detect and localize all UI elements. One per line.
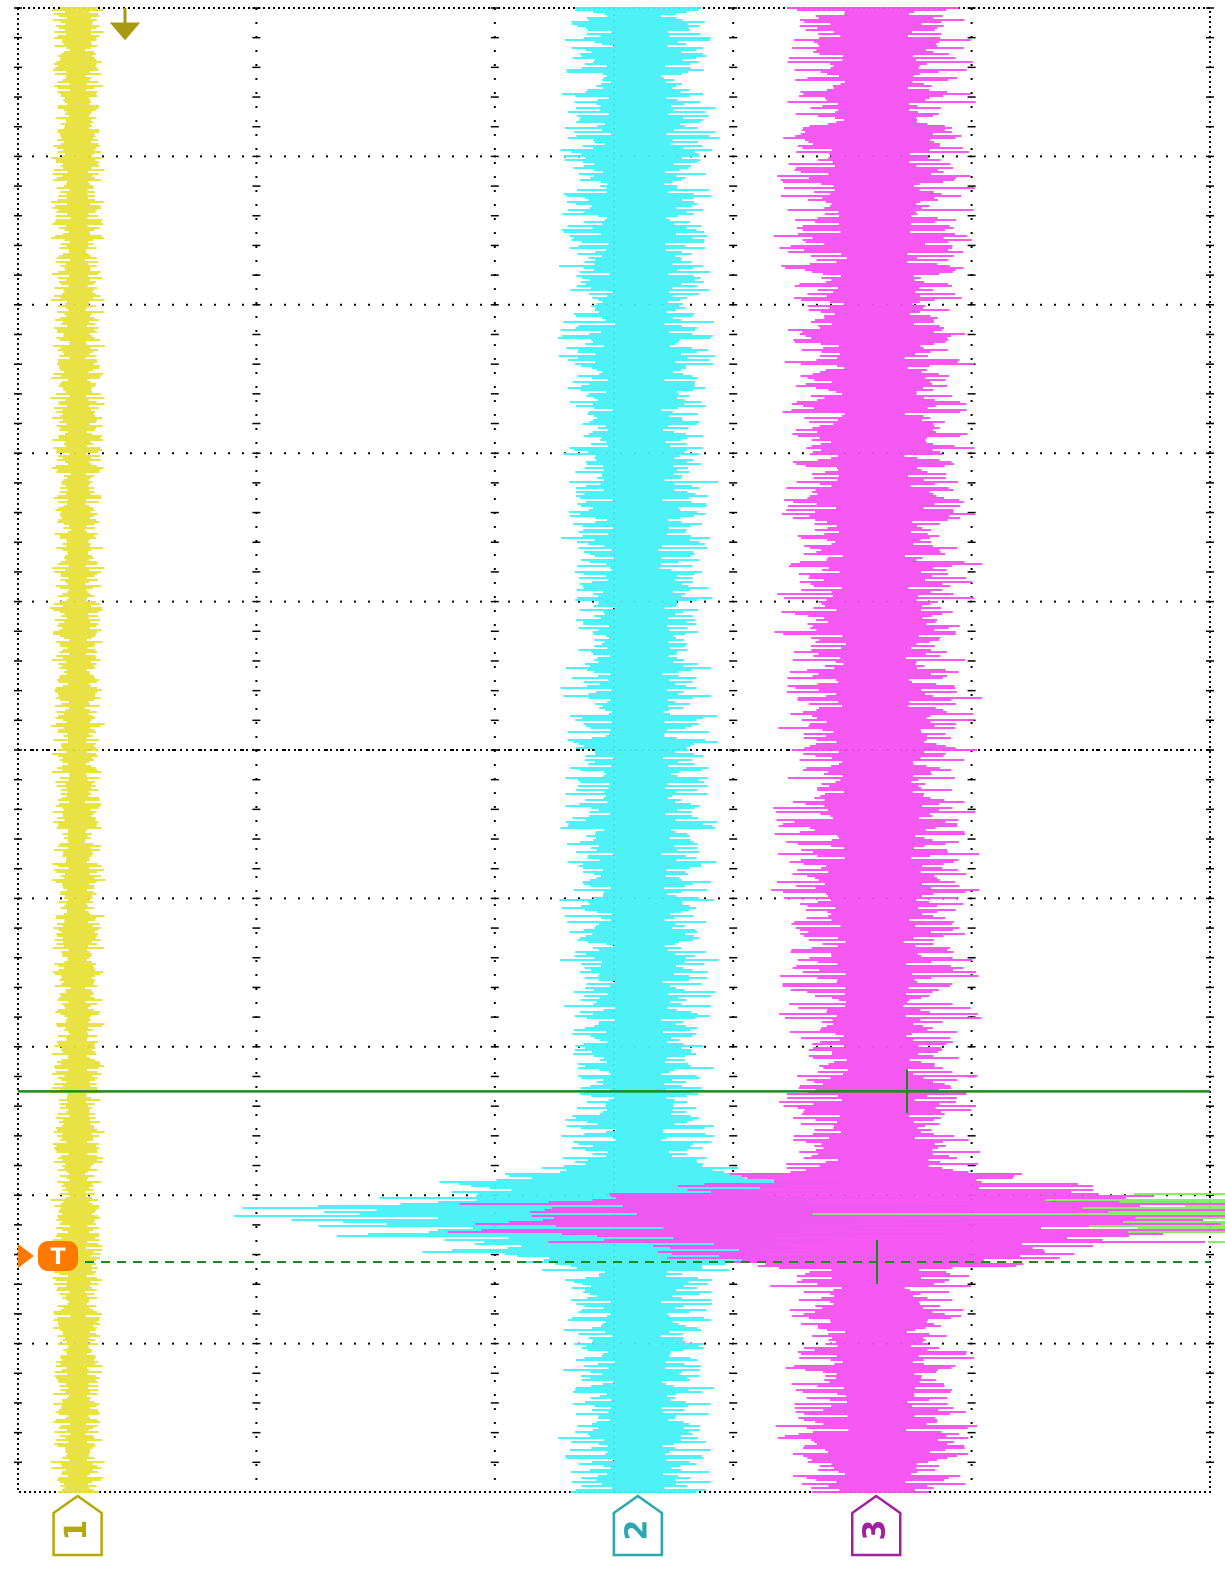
channel-marker-shape	[52, 1494, 103, 1557]
trigger-badge	[38, 1241, 78, 1271]
channel-marker-label: 3	[858, 1520, 893, 1541]
channel-markers: T1234	[18, 8, 902, 1557]
channel-marker-label: 2	[619, 1520, 654, 1541]
trigger-arrow-icon	[18, 1244, 34, 1268]
cursors	[18, 1069, 1210, 1284]
trace-channel-3	[447, 7, 1225, 1493]
channel-marker-shape	[850, 1494, 902, 1557]
trace-noise-1	[49, 7, 106, 1493]
channel-marker-2: 2	[612, 1494, 664, 1557]
trace-noise-2	[234, 7, 1018, 1493]
traces	[49, 7, 1225, 1493]
trace-noise-3	[447, 7, 1225, 1493]
trace-channel-2	[234, 7, 1018, 1493]
trace-channel-1	[49, 7, 106, 1493]
channel-marker-shape	[612, 1494, 664, 1557]
channel-marker-1: 1	[52, 1494, 103, 1557]
channel-marker-label: 1	[59, 1520, 94, 1541]
ground-reference-arrow-icon	[109, 8, 141, 41]
trigger-label: T	[50, 1245, 65, 1270]
channel-marker-3: 3	[850, 1494, 902, 1557]
